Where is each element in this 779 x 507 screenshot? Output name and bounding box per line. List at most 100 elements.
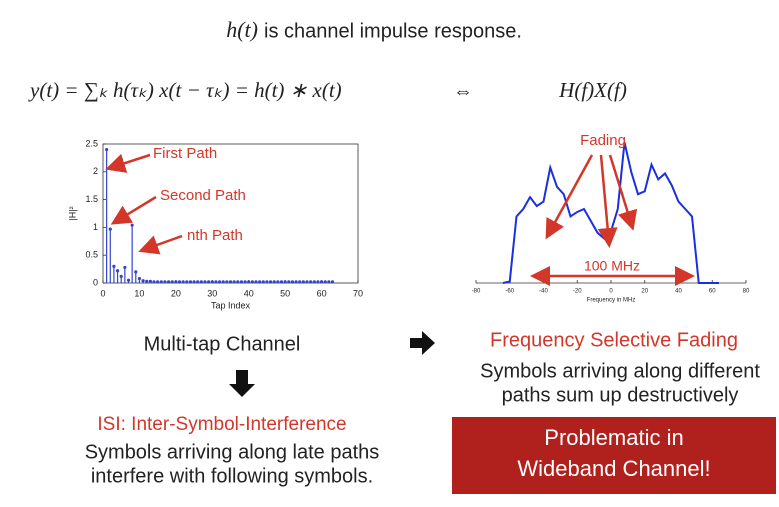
stem-head — [232, 280, 236, 284]
stem-head — [323, 280, 327, 284]
stem — [170, 280, 174, 284]
stem-head — [210, 280, 214, 284]
stem-head — [119, 274, 123, 278]
stem-head — [283, 280, 287, 284]
stem-head — [228, 280, 233, 284]
stem — [217, 280, 222, 284]
stem-head — [265, 280, 269, 284]
stem-head — [126, 278, 131, 282]
stem-head — [177, 280, 182, 284]
stem — [316, 280, 320, 284]
stem — [192, 280, 196, 284]
down-arrow — [229, 370, 255, 397]
stem — [203, 280, 207, 284]
stem — [166, 280, 171, 284]
stem — [105, 147, 109, 283]
stem-head — [290, 280, 295, 284]
stem-head — [196, 280, 200, 284]
x-tick-label: 80 — [743, 289, 750, 295]
stem — [199, 280, 203, 284]
stem-head — [301, 280, 305, 284]
stem — [214, 280, 218, 284]
stem — [261, 280, 265, 284]
annotation: First Path — [153, 145, 217, 162]
stem-head — [272, 280, 276, 284]
x-tick-label: 40 — [244, 288, 254, 298]
y-axis-label: |H|² — [67, 206, 77, 220]
stem-head — [247, 280, 251, 284]
x-tick-label: 70 — [353, 288, 363, 298]
x-tick-label: 0 — [100, 288, 105, 298]
y-tick-label: 0 — [93, 277, 98, 287]
stem-head — [319, 280, 324, 284]
header-text: is channel impulse response. — [264, 20, 522, 42]
stem-head — [250, 280, 254, 284]
problem-box — [452, 417, 776, 494]
x-tick-label: -60 — [505, 289, 514, 295]
stem-head — [145, 279, 149, 283]
stem-head — [181, 280, 185, 284]
stem — [210, 280, 214, 284]
x-tick-label: 20 — [641, 289, 648, 295]
stem-head — [123, 265, 127, 270]
x-tick-label: 60 — [317, 288, 327, 298]
stem-head — [163, 280, 167, 284]
stem — [134, 270, 138, 283]
stem — [305, 280, 309, 284]
stem — [239, 280, 244, 284]
stem — [174, 280, 178, 284]
stem — [268, 280, 273, 284]
fading-line: paths sum up destructively — [502, 384, 739, 406]
stem-head — [217, 280, 222, 284]
spectrum-chart: -80 -60 -40 -20 0 20 40 60 80 Frequency in MHz Fad… — [472, 132, 750, 304]
stem — [188, 280, 193, 284]
stem — [225, 280, 229, 284]
stem-head — [294, 280, 298, 284]
annotation-arrow — [545, 154, 594, 240]
annotation-arrow — [110, 195, 157, 225]
y-tick-label: 2 — [93, 166, 98, 176]
fading-line: Symbols arriving along different — [480, 360, 760, 382]
stem-head — [305, 280, 309, 284]
stem-head — [243, 280, 247, 284]
stem-head — [298, 280, 302, 284]
stem — [319, 280, 324, 284]
stem-head — [192, 280, 196, 284]
stem — [247, 280, 251, 284]
stem-head — [174, 280, 178, 284]
stem — [279, 280, 284, 284]
y-tick-label: 0.5 — [85, 250, 98, 260]
y-tick-label: 1 — [93, 222, 98, 232]
stem-head — [279, 280, 284, 284]
caption-title: Multi-tap Channel — [144, 333, 301, 355]
fading-title: Frequency Selective Fading — [490, 329, 738, 351]
stem — [152, 280, 156, 284]
stem-head — [185, 280, 189, 284]
stem — [159, 280, 163, 284]
stem-head — [156, 280, 160, 284]
stem-head — [148, 279, 152, 283]
annotation: Second Path — [160, 187, 246, 204]
stem-head — [112, 264, 116, 268]
stem — [250, 280, 254, 284]
stem-head — [137, 276, 142, 281]
stem — [156, 280, 160, 284]
stem — [141, 279, 145, 283]
equation-equiv: ⇔ — [453, 80, 473, 102]
annotation-arrow — [105, 153, 151, 173]
stem-head — [312, 280, 316, 284]
stem — [130, 223, 134, 283]
stem — [145, 279, 149, 283]
stem-head — [214, 280, 218, 284]
stem-head — [258, 280, 262, 284]
x-tick-label: 30 — [207, 288, 217, 298]
x-tick-label: -20 — [573, 289, 582, 295]
stem-head — [254, 280, 258, 284]
stem-head — [207, 280, 211, 284]
stem-head — [199, 280, 203, 284]
x-tick-label: 20 — [171, 288, 181, 298]
stem-head — [236, 280, 240, 284]
annotation-arrow — [608, 154, 638, 231]
stem — [265, 280, 269, 284]
